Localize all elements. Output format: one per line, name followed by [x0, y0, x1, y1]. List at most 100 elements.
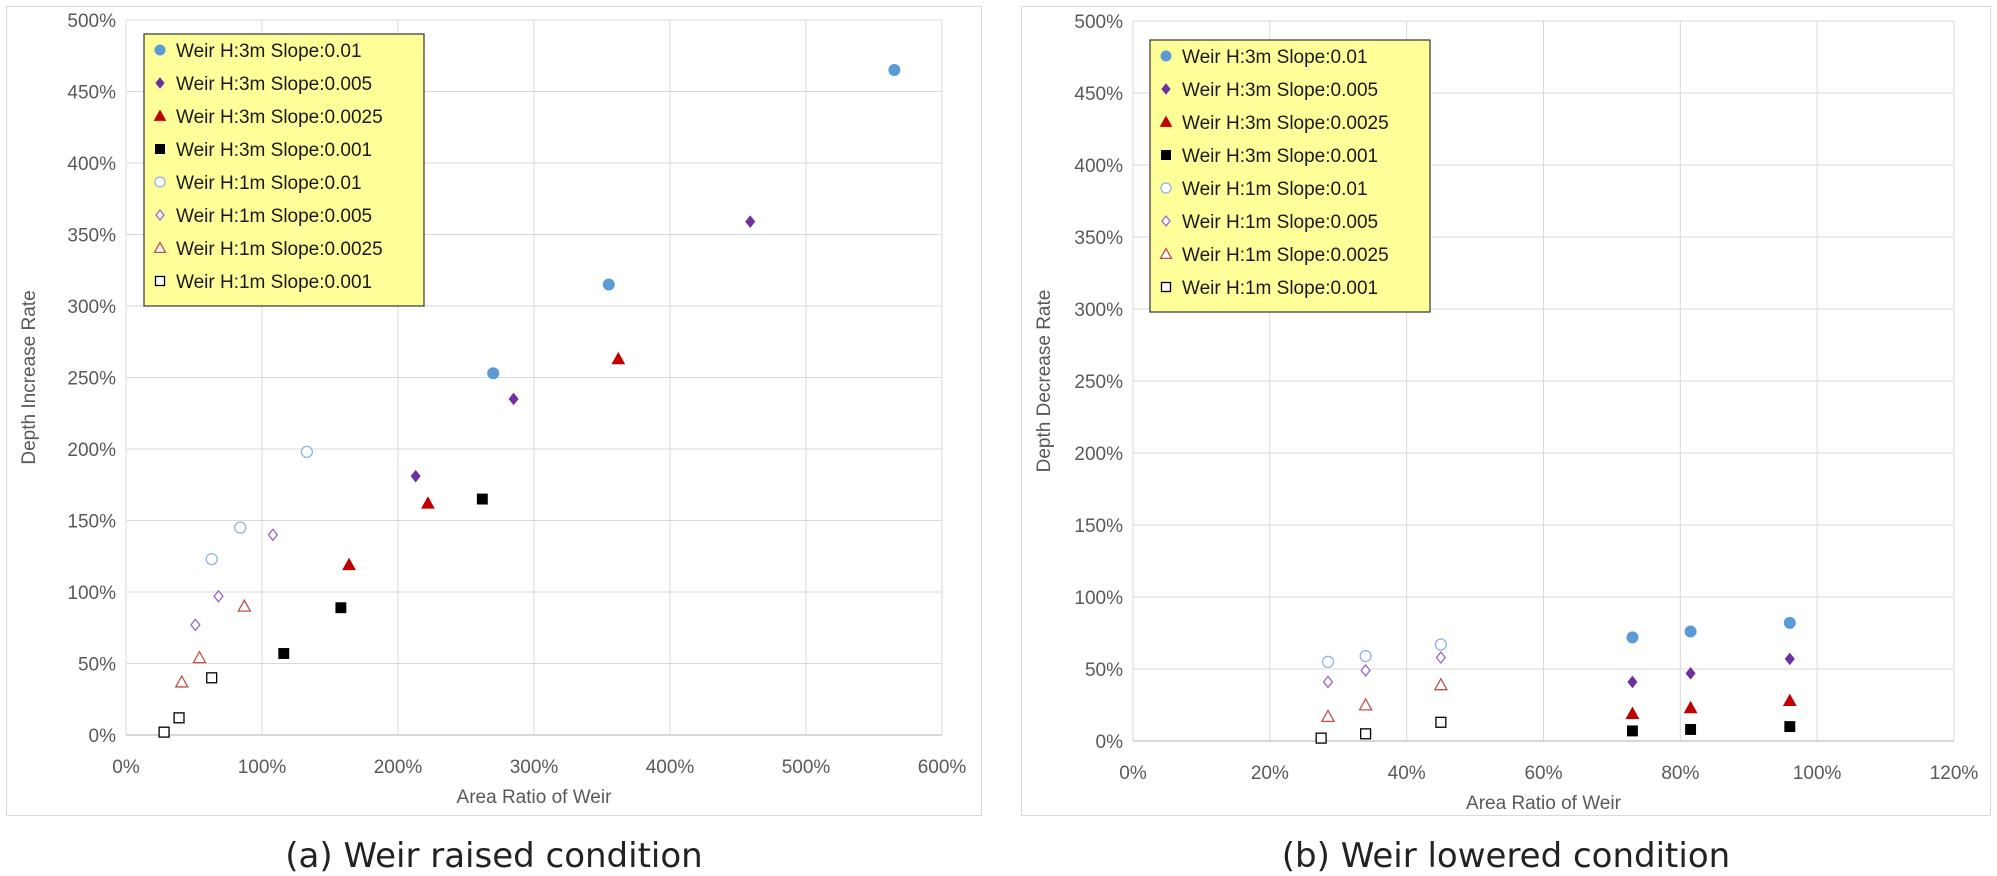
legend-label: Weir H:3m Slope:0.01 [176, 41, 362, 62]
data-point [421, 496, 435, 509]
x-tick-label: 0% [1119, 763, 1147, 784]
data-point [237, 598, 252, 612]
data-point [1626, 725, 1638, 737]
y-axis-title: Depth Decrease Rate [1034, 290, 1055, 473]
y-tick-label: 150% [1074, 516, 1123, 537]
y-tick-label: 500% [67, 11, 116, 32]
legend-marker [1160, 182, 1172, 194]
data-point [745, 215, 756, 228]
data-point [1685, 724, 1697, 735]
x-tick-label: 100% [1793, 763, 1842, 784]
chart-panel-weir-raised: 0% 100% 200% 300% 400% 500% 600% 0% 50% 100% 150% 2… [6, 6, 982, 816]
data-point [1782, 693, 1797, 707]
legend: Weir H:3m Slope:0.01 Weir H:3m Slope:0.00… [143, 33, 425, 307]
data-point [1684, 625, 1697, 638]
legend-marker [1160, 281, 1172, 293]
data-point [213, 589, 224, 603]
legend-label: Weir H:1m Slope:0.01 [1182, 179, 1368, 200]
legend-label: Weir H:3m Slope:0.01 [1182, 47, 1368, 68]
y-tick-label: 0% [1096, 732, 1124, 753]
data-point [206, 672, 218, 684]
legend-box [143, 33, 425, 307]
x-tick-label: 200% [374, 757, 423, 778]
gridlines [125, 19, 943, 736]
y-axis-title: Depth Increase Rate [19, 290, 40, 464]
legend-marker [153, 241, 167, 254]
data-point [476, 493, 488, 505]
x-tick-label: 80% [1661, 763, 1699, 784]
x-tick-label: 400% [646, 757, 695, 778]
series-weir-h-1m-slope-0-0025 [1320, 677, 1449, 723]
caption-weir-lowered: (b) Weir lowered condition [1281, 836, 1731, 876]
x-tick-label: 60% [1524, 763, 1562, 784]
data-point [1784, 652, 1795, 666]
data-point [192, 650, 207, 664]
data-point [158, 726, 170, 738]
data-point [611, 351, 626, 365]
x-tick-label: 100% [238, 757, 287, 778]
data-point [1321, 655, 1335, 668]
x-tick-label: 20% [1251, 763, 1289, 784]
legend-label: Weir H:3m Slope:0.005 [176, 74, 372, 95]
data-point [205, 552, 218, 566]
data-point [487, 367, 500, 380]
data-point [300, 445, 314, 459]
legend-label: Weir H:3m Slope:0.0025 [176, 107, 383, 128]
data-point [1627, 675, 1638, 689]
data-point [410, 469, 421, 483]
x-tick-label: 500% [782, 757, 831, 778]
legend-marker [1161, 214, 1171, 228]
data-point [278, 648, 290, 659]
y-tick-label: 400% [1074, 156, 1123, 177]
y-tick-label: 100% [1074, 588, 1123, 609]
y-tick-label: 50% [78, 655, 116, 676]
legend-marker [1161, 150, 1171, 160]
legend-marker [1160, 50, 1172, 62]
legend-label: Weir H:3m Slope:0.0025 [1182, 113, 1389, 134]
data-point [1358, 697, 1373, 711]
legend-label: Weir H:3m Slope:0.001 [1182, 146, 1378, 167]
x-tick-label: 0% [112, 757, 140, 778]
legend-marker [1159, 247, 1173, 260]
data-point [1435, 650, 1447, 665]
legend-label: Weir H:3m Slope:0.005 [1182, 80, 1378, 101]
legend: Weir H:3m Slope:0.01 Weir H:3m Slope:0.00… [1149, 39, 1431, 313]
x-axis-title: Area Ratio of Weir [457, 787, 613, 808]
legend-label: Weir H:1m Slope:0.005 [1182, 212, 1378, 233]
data-point [602, 278, 615, 291]
y-tick-label: 400% [67, 154, 116, 175]
y-tick-label: 0% [89, 726, 117, 747]
data-point [1683, 700, 1698, 714]
data-point [173, 712, 185, 724]
y-tick-label: 100% [67, 583, 116, 604]
data-point [508, 392, 519, 406]
data-point [234, 521, 247, 534]
x-tick-label: 40% [1388, 763, 1426, 784]
data-point [1784, 721, 1796, 733]
data-point [335, 602, 347, 614]
data-point [1626, 631, 1639, 644]
series-weir-h-1m-slope-0-001 [1315, 716, 1447, 744]
data-point [1625, 706, 1640, 719]
data-point [1359, 649, 1372, 663]
legend-label: Weir H:1m Slope:0.01 [176, 173, 362, 194]
y-tick-label: 50% [1085, 660, 1123, 681]
series-weir-h-3m-slope-0-005 [1627, 652, 1795, 689]
x-tick-label: 300% [510, 757, 559, 778]
chart-panel-weir-lowered: 0% 20% 40% 60% 80% 100% 120% 0% 50% 100% 150% 200% 2… [1021, 6, 1991, 816]
series-weir-h-1m-slope-0-005 [190, 528, 279, 632]
data-points [1315, 616, 1797, 744]
legend-marker [154, 176, 166, 188]
tick-labels: 0% 20% 40% 60% 80% 100% 120% 0% 50% 100% 150% 200% 2… [1074, 12, 1978, 784]
y-tick-label: 250% [1074, 372, 1123, 393]
series-weir-h-3m-slope-0-0025 [1625, 693, 1797, 719]
y-tick-label: 250% [67, 369, 116, 390]
data-point [1360, 728, 1372, 740]
data-point [1322, 675, 1334, 689]
series-weir-h-1m-slope-0-01 [1321, 638, 1448, 668]
series-weir-h-1m-slope-0-005 [1322, 650, 1447, 689]
y-tick-label: 150% [67, 512, 116, 533]
data-point [1685, 667, 1696, 680]
data-point [1320, 709, 1336, 723]
x-axis-title: Area Ratio of Weir [1466, 793, 1622, 814]
